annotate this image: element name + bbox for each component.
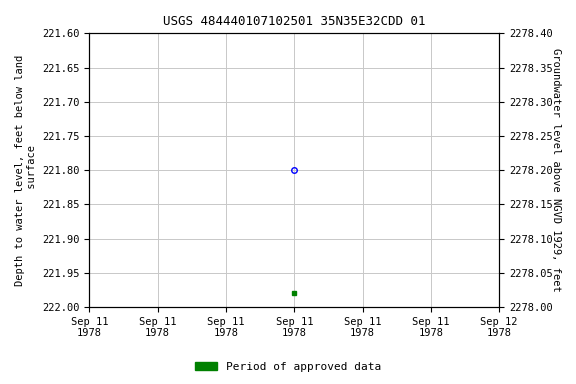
Y-axis label: Depth to water level, feet below land
 surface: Depth to water level, feet below land su… — [15, 55, 37, 286]
Legend: Period of approved data: Period of approved data — [191, 358, 385, 377]
Y-axis label: Groundwater level above NGVD 1929, feet: Groundwater level above NGVD 1929, feet — [551, 48, 561, 292]
Title: USGS 484440107102501 35N35E32CDD 01: USGS 484440107102501 35N35E32CDD 01 — [163, 15, 426, 28]
